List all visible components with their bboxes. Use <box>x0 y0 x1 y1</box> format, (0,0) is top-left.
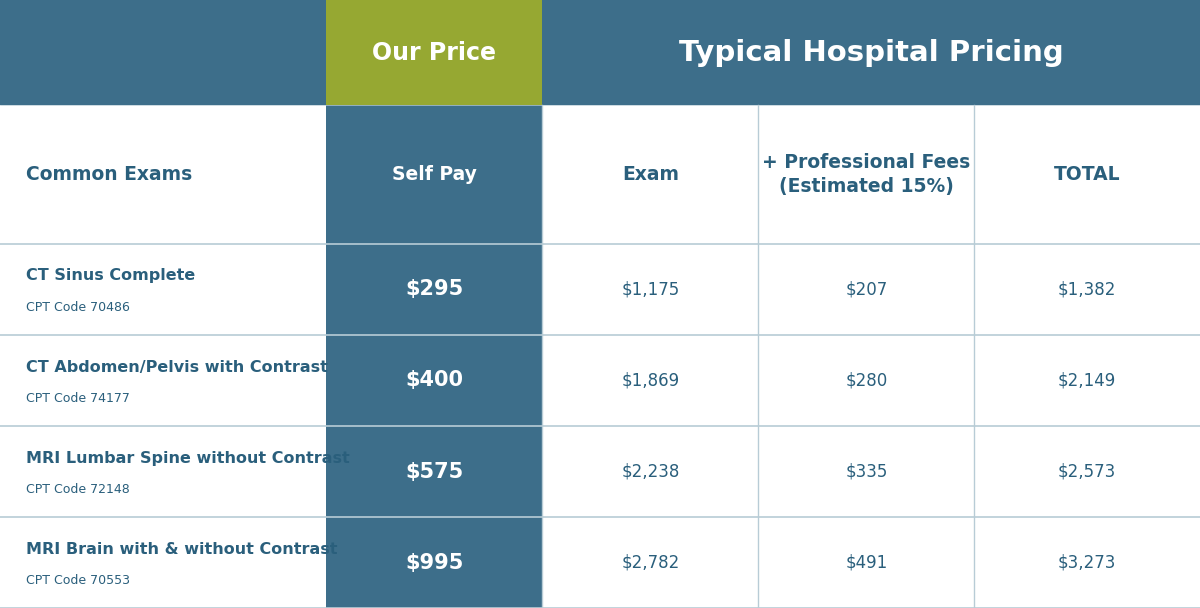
Bar <box>326 105 542 244</box>
Text: $2,782: $2,782 <box>622 553 679 572</box>
Text: Self Pay: Self Pay <box>392 165 476 184</box>
Text: $2,149: $2,149 <box>1058 371 1116 390</box>
Text: Exam: Exam <box>622 165 679 184</box>
Text: $295: $295 <box>406 279 463 299</box>
Bar <box>542 244 1200 335</box>
Text: CT Sinus Complete: CT Sinus Complete <box>26 269 196 283</box>
Bar <box>326 517 542 608</box>
Text: $1,382: $1,382 <box>1058 280 1116 299</box>
Text: $400: $400 <box>406 370 463 390</box>
Text: $491: $491 <box>845 553 888 572</box>
Text: Our Price: Our Price <box>372 41 497 64</box>
Text: Common Exams: Common Exams <box>26 165 193 184</box>
Bar <box>326 244 542 335</box>
Bar <box>542 335 1200 426</box>
Text: Typical Hospital Pricing: Typical Hospital Pricing <box>679 38 1063 67</box>
Bar <box>0 517 326 608</box>
Bar <box>0 105 326 244</box>
Text: $995: $995 <box>406 553 463 573</box>
Text: CPT Code 74177: CPT Code 74177 <box>26 392 131 405</box>
Text: $2,238: $2,238 <box>622 463 679 480</box>
Text: CT Abdomen/Pelvis with Contrast: CT Abdomen/Pelvis with Contrast <box>26 359 329 375</box>
Bar <box>0 0 1200 105</box>
Text: $280: $280 <box>845 371 888 390</box>
Bar <box>542 426 1200 517</box>
Bar <box>0 426 326 517</box>
Bar <box>326 335 542 426</box>
Text: $575: $575 <box>406 461 463 482</box>
Text: $1,869: $1,869 <box>622 371 679 390</box>
Bar <box>326 426 542 517</box>
Text: CPT Code 72148: CPT Code 72148 <box>26 483 130 496</box>
Text: $3,273: $3,273 <box>1058 553 1116 572</box>
Text: $2,573: $2,573 <box>1058 463 1116 480</box>
Bar <box>0 244 326 335</box>
Text: $1,175: $1,175 <box>622 280 679 299</box>
Bar <box>542 105 1200 244</box>
Text: CPT Code 70486: CPT Code 70486 <box>26 301 131 314</box>
Text: + Professional Fees
(Estimated 15%): + Professional Fees (Estimated 15%) <box>762 153 971 196</box>
Bar <box>542 517 1200 608</box>
Text: $335: $335 <box>845 463 888 480</box>
Text: TOTAL: TOTAL <box>1054 165 1121 184</box>
Text: $207: $207 <box>845 280 888 299</box>
Text: MRI Lumbar Spine without Contrast: MRI Lumbar Spine without Contrast <box>26 451 350 466</box>
Bar <box>0 335 326 426</box>
Text: CPT Code 70553: CPT Code 70553 <box>26 575 131 587</box>
Bar <box>326 0 542 105</box>
Text: MRI Brain with & without Contrast: MRI Brain with & without Contrast <box>26 542 338 557</box>
